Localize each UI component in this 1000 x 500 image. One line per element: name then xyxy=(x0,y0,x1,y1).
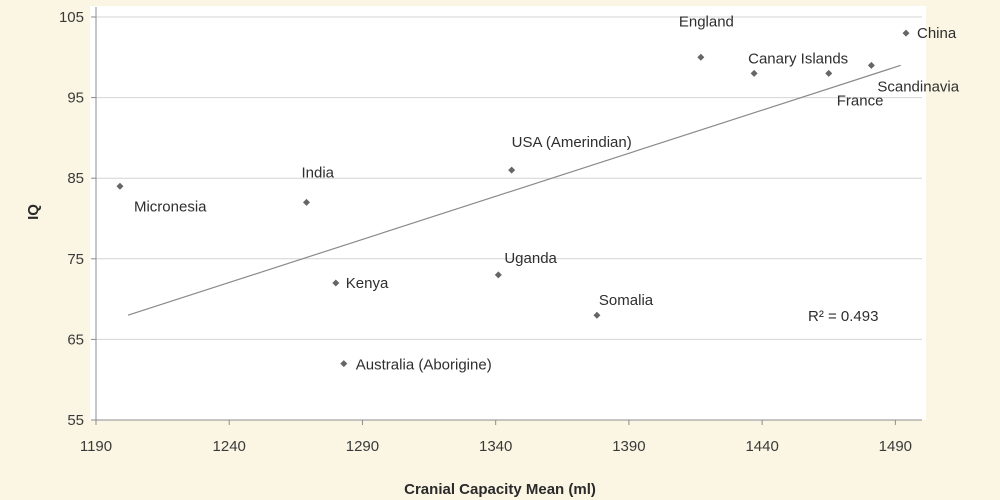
point-label-uganda: Uganda xyxy=(504,250,557,267)
point-label-england: England xyxy=(679,13,734,30)
data-point-somalia xyxy=(593,311,601,319)
x-tick-label: 1490 xyxy=(879,438,912,455)
point-label-australia-aborigine: Australia (Aborigine) xyxy=(356,357,492,374)
point-label-somalia: Somalia xyxy=(599,292,654,309)
data-point-uganda xyxy=(494,271,502,279)
data-point-china xyxy=(902,29,910,37)
x-tick-label: 1290 xyxy=(346,438,379,455)
data-point-india xyxy=(302,198,310,206)
point-label-france: France xyxy=(837,92,884,109)
grid-lines xyxy=(96,16,922,340)
point-label-scandinavia: Scandinavia xyxy=(877,78,959,95)
y-axis-title: IQ xyxy=(25,204,42,220)
x-tick-label: 1240 xyxy=(213,438,246,455)
y-tick-label: 55 xyxy=(67,412,84,429)
plot-area xyxy=(90,6,926,420)
x-axis-ticks: 1190 1240 1290 1340 1390 1440 1490 xyxy=(80,420,912,455)
data-point-micronesia xyxy=(116,182,124,190)
x-tick-label: 1340 xyxy=(479,438,512,455)
r-squared-annotation: R² = 0.493 xyxy=(808,308,878,325)
data-point-scandinavia xyxy=(867,61,875,69)
y-tick-label: 75 xyxy=(67,251,84,268)
data-points xyxy=(116,29,910,368)
point-label-china: China xyxy=(917,25,957,42)
y-axis-ticks: 55 65 75 85 95 105 xyxy=(59,9,96,429)
y-tick-label: 105 xyxy=(59,9,84,26)
y-tick-label: 95 xyxy=(67,90,84,107)
point-label-usa-amerindian: USA (Amerindian) xyxy=(512,134,632,151)
y-tick-label: 65 xyxy=(67,331,84,348)
y-tick-label: 85 xyxy=(67,170,84,187)
point-labels: Micronesia India Kenya Australia (Aborigine… xyxy=(134,13,960,373)
data-point-kenya xyxy=(332,279,340,287)
point-label-micronesia: Micronesia xyxy=(134,198,207,215)
x-tick-label: 1390 xyxy=(612,438,645,455)
x-tick-label: 1440 xyxy=(745,438,778,455)
point-label-canary-islands: Canary Islands xyxy=(748,50,848,67)
data-point-usa-amerindian xyxy=(508,166,516,174)
data-point-france xyxy=(825,69,833,77)
data-point-canary-islands xyxy=(750,69,758,77)
x-axis-title: Cranial Capacity Mean (ml) xyxy=(404,481,596,498)
data-point-england xyxy=(697,53,705,61)
point-label-kenya: Kenya xyxy=(346,275,389,292)
trendline xyxy=(127,64,901,316)
point-label-india: India xyxy=(301,164,334,181)
data-point-australia-aborigine xyxy=(340,360,348,368)
x-tick-label: 1190 xyxy=(80,438,112,455)
